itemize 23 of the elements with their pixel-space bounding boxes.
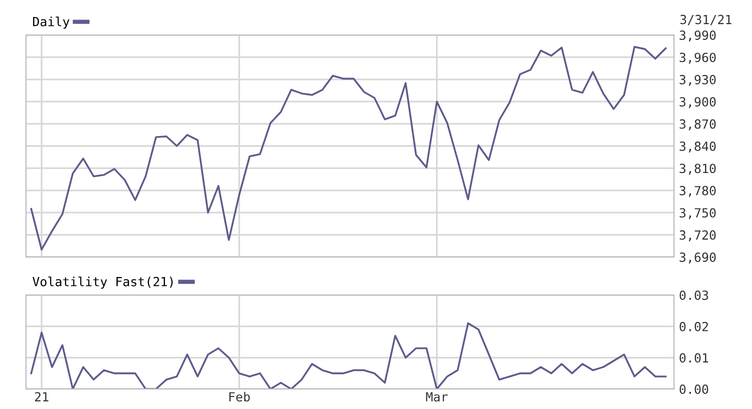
line-series	[30, 322, 667, 389]
y-tick-label: 3,810	[680, 164, 716, 175]
text: 3/31/21	[680, 14, 732, 26]
y-tick-label: 3,870	[680, 119, 716, 130]
y-tick-label: 3,690	[680, 252, 716, 264]
x-tick-label: 21	[35, 392, 48, 402]
y-tick-label: 0.02	[680, 322, 708, 332]
y-tick-label: 3,780	[680, 186, 716, 197]
y-tick-label: 3,840	[680, 142, 716, 153]
y-tick-label: 3,990	[680, 30, 716, 42]
y-tick-label: 3,720	[680, 230, 716, 242]
x-tick-label: Mar	[426, 392, 448, 402]
y-tick-label: 0.00	[680, 384, 708, 394]
x-tick-label: Feb	[229, 392, 250, 402]
legend-label: Volatility Fast(21)	[32, 276, 173, 289]
y-tick-label: 0.01	[680, 353, 708, 363]
line-series	[30, 46, 667, 251]
y-tick-label: 0.03	[680, 290, 708, 300]
legend-label: Daily	[33, 16, 70, 29]
y-tick-label: 3,900	[680, 97, 716, 108]
y-tick-label: 3,930	[680, 74, 716, 86]
y-tick-label: 3,750	[680, 208, 716, 220]
y-tick-label: 3,960	[680, 52, 716, 64]
